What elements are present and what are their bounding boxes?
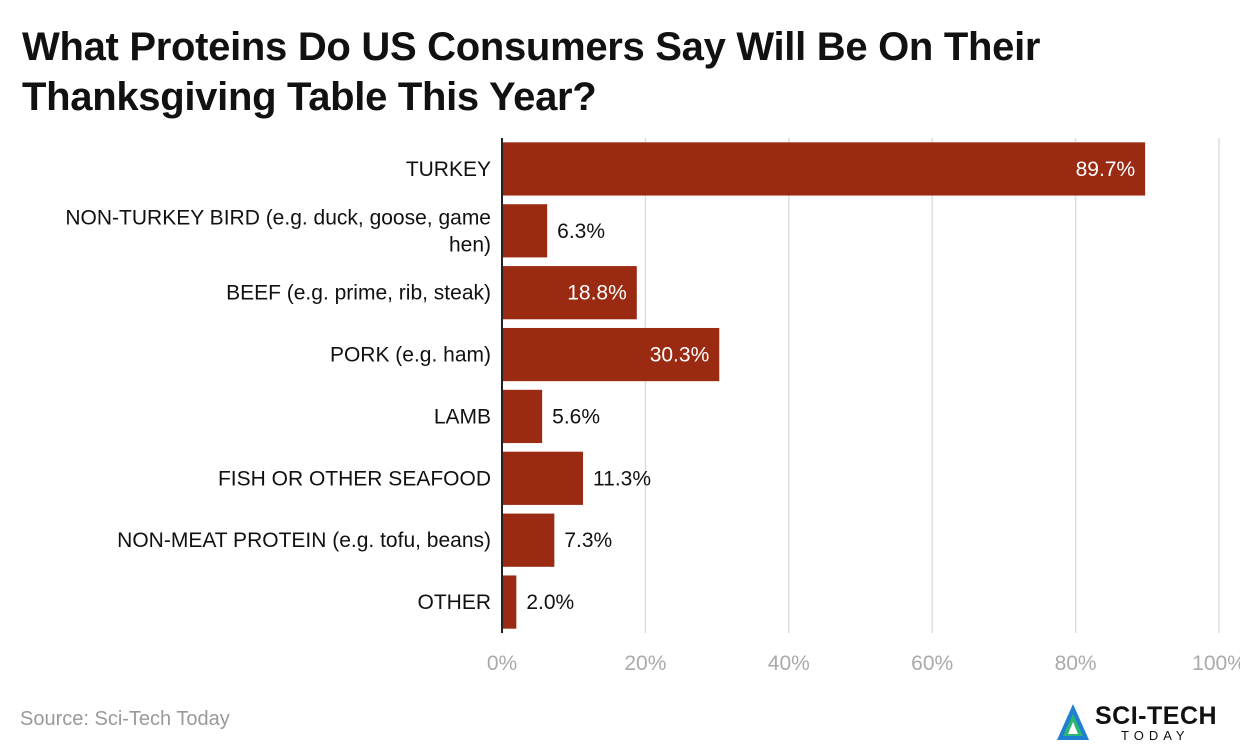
brand-logo: SCI-TECH TODAY — [1055, 702, 1235, 746]
category-label: NON-TURKEY BIRD (e.g. duck, goose, game h… — [65, 206, 491, 256]
x-axis-ticks: 0% 20% 40% 60% 80% 100% — [487, 652, 1240, 675]
bar-chart: TURKEY NON-TURKEY BIRD (e.g. duck, goose,… — [65, 138, 1240, 675]
bar — [502, 389, 543, 444]
x-tick-label: 0% — [487, 652, 517, 675]
category-label-line: OTHER — [418, 591, 492, 614]
category-label: BEEF (e.g. prime, rib, steak) — [226, 282, 491, 305]
category-label: TURKEY — [406, 158, 491, 181]
bar — [502, 327, 720, 382]
category-label: PORK (e.g. ham) — [330, 344, 491, 367]
x-tick-label: 100% — [1192, 652, 1240, 675]
bar — [502, 575, 517, 629]
logo-subtitle: TODAY — [1121, 728, 1190, 743]
bars — [502, 142, 1146, 629]
x-tick-label: 40% — [768, 652, 810, 675]
bar — [502, 451, 584, 505]
category-label: NON-MEAT PROTEIN (e.g. tofu, beans) — [117, 529, 491, 552]
bar — [502, 204, 548, 258]
category-label-line: hen) — [449, 233, 491, 256]
category-label-line: NON-MEAT PROTEIN (e.g. tofu, beans) — [117, 529, 491, 552]
category-label-line: BEEF (e.g. prime, rib, steak) — [226, 282, 491, 305]
chart-title: What Proteins Do US Consumers Say Will B… — [22, 25, 1041, 119]
bar — [502, 513, 555, 567]
source-note: Source: Sci-Tech Today — [20, 708, 230, 730]
x-tick-label: 80% — [1055, 652, 1097, 675]
category-label-line: FISH OR OTHER SEAFOOD — [218, 467, 491, 490]
x-tick-label: 20% — [624, 652, 666, 675]
value-label: 6.3% — [557, 220, 605, 243]
value-label: 18.8% — [567, 282, 627, 305]
category-label-line: LAMB — [434, 405, 491, 428]
category-label-line: PORK (e.g. ham) — [330, 344, 491, 367]
value-labels: 89.7% 6.3% 18.8% 30.3% 5.6% 11.3% 7.3% 2.0% — [526, 158, 1135, 614]
logo-name: SCI-TECH — [1095, 702, 1218, 730]
value-label: 89.7% — [1076, 158, 1136, 181]
value-label: 2.0% — [526, 591, 574, 614]
value-label: 11.3% — [593, 467, 651, 490]
category-label-line: TURKEY — [406, 158, 491, 181]
category-label: FISH OR OTHER SEAFOOD — [218, 467, 491, 490]
grid-lines — [644, 138, 1220, 633]
category-label: LAMB — [434, 405, 491, 428]
value-label: 30.3% — [650, 344, 710, 367]
category-labels: TURKEY NON-TURKEY BIRD (e.g. duck, goose,… — [65, 158, 491, 614]
logo-icon — [1057, 704, 1089, 740]
bar — [502, 266, 637, 320]
value-label: 7.3% — [564, 529, 612, 552]
bar — [502, 142, 1146, 196]
category-label-line: NON-TURKEY BIRD (e.g. duck, goose, game — [65, 206, 491, 229]
value-label: 5.6% — [552, 405, 600, 428]
x-tick-label: 60% — [911, 652, 953, 675]
category-label: OTHER — [418, 591, 492, 614]
